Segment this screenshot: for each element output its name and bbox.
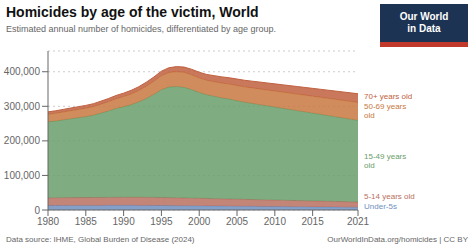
html-text:Data source: IHME, Global Burd: Data source: IHME, Global Burden of Dise… — [6, 235, 195, 244]
svg-text:1980: 1980 — [37, 216, 60, 226]
html-text:70+ years old: 70+ years old — [364, 92, 413, 102]
html-text:OurWorldInData.org/homicides |: OurWorldInData.org/homicides | CC BY — [327, 235, 468, 244]
html-text:Our World: Our World — [399, 11, 449, 22]
svg-text:2015: 2015 — [302, 216, 325, 226]
svg-text:0: 0 — [34, 205, 40, 216]
html-text:15-49 years: 15-49 years — [364, 152, 407, 162]
html-text:old: old — [364, 111, 375, 121]
html-text:in Data: in Data — [407, 23, 441, 34]
svg-text:2005: 2005 — [226, 216, 249, 226]
svg-text:400,000: 400,000 — [8, 66, 40, 77]
html-text:Estimated annual number of hom: Estimated annual number of homicides, di… — [6, 24, 276, 34]
html-text:Homicides by age of the victim: Homicides by age of the victim, World — [6, 4, 259, 20]
svg-text:2000: 2000 — [188, 216, 211, 226]
svg-text:1985: 1985 — [75, 216, 98, 226]
html-text:Under-5s: Under-5s — [364, 201, 397, 211]
svg-text:1995: 1995 — [150, 216, 173, 226]
html-text:50-69 years: 50-69 years — [364, 102, 407, 112]
svg-text:100,000: 100,000 — [8, 170, 40, 181]
html-text:5-14 years old: 5-14 years old — [364, 191, 415, 201]
svg-text:300,000: 300,000 — [8, 101, 40, 112]
svg-text:200,000: 200,000 — [8, 135, 40, 146]
svg-text:2010: 2010 — [264, 216, 287, 226]
svg-text:1990: 1990 — [112, 216, 135, 226]
html-text:old: old — [364, 161, 375, 171]
svg-text:2021: 2021 — [347, 216, 370, 226]
